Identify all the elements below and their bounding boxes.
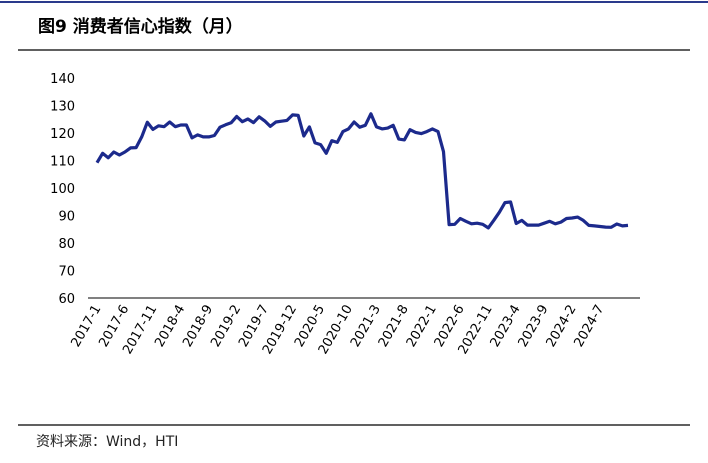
y-tick-label: 90 <box>58 210 75 225</box>
source: 资料来源：Wind，HTI <box>36 434 178 450</box>
y-tick-label: 110 <box>50 155 75 170</box>
y-tick-label: 60 <box>58 292 75 307</box>
y-tick-label: 140 <box>50 72 75 87</box>
y-tick-label: 100 <box>50 182 75 197</box>
y-tick-label: 130 <box>50 100 75 115</box>
chart-title: 图9 消费者信心指数（月） <box>38 16 243 37</box>
y-tick-label: 70 <box>58 265 75 280</box>
y-tick-label: 80 <box>58 237 75 252</box>
line <box>95 112 629 230</box>
y-tick-label: 120 <box>50 127 75 142</box>
